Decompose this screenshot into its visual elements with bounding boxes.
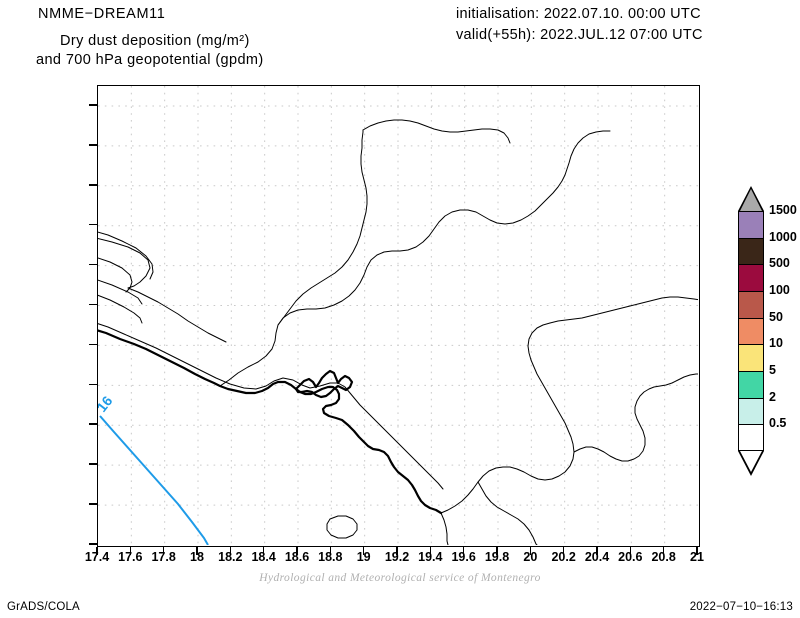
colorbar-band[interactable] [738, 211, 764, 238]
map-canvas: 16 [98, 86, 699, 546]
latitude-tick-mark [89, 263, 97, 266]
longitude-tick-mark [262, 547, 265, 555]
geopotential-contour-line [99, 415, 209, 545]
longitude-tick-label: 18.8 [318, 550, 343, 564]
longitude-tick-mark [496, 547, 498, 555]
colorbar-band[interactable] [738, 291, 764, 318]
longitude-tick-label: 21 [690, 550, 704, 564]
colorbar-band[interactable] [738, 344, 764, 371]
latitude-tick-mark [89, 463, 97, 465]
model-name-label: NMME−DREAM11 [38, 6, 166, 22]
longitude-tick-mark [396, 547, 398, 555]
latitude-tick-mark [89, 104, 97, 106]
longitude-tick-mark [329, 547, 332, 555]
map-gridlines [98, 86, 698, 545]
longitude-tick-mark [362, 547, 365, 555]
latitude-tick-mark [89, 144, 97, 146]
latitude-tick-mark [89, 383, 97, 386]
longitude-tick-mark [629, 547, 632, 555]
colorbar-band[interactable] [738, 397, 764, 425]
chart-title-line-1: Dry dust deposition (mg/m²) [60, 33, 250, 49]
longitude-tick-label: 18.2 [218, 550, 243, 564]
longitude-tick-mark [96, 547, 98, 555]
colorbar-top-arrow-fill [739, 189, 762, 211]
map-plot-area[interactable]: 16 [97, 85, 700, 547]
longitude-tick-mark [462, 547, 465, 555]
longitude-tick-label: 20.4 [584, 550, 610, 564]
latitude-tick-mark [89, 183, 97, 186]
colorbar-bands[interactable] [738, 211, 764, 451]
longitude-tick-label: 18 [190, 550, 204, 564]
longitude-tick-mark [529, 547, 532, 555]
longitude-tick-label: 18.6 [284, 550, 310, 564]
longitude-tick-label: 19 [356, 550, 371, 564]
colorbar-tick-label: 10 [769, 336, 783, 351]
latitude-tick-mark [89, 423, 97, 426]
longitude-tick-label: 19.2 [384, 550, 410, 564]
colorbar-tick-label: 50 [769, 309, 783, 324]
grads-attribution: GrADS/COLA [7, 601, 80, 613]
longitude-tick-mark [662, 547, 665, 555]
longitude-tick-mark [696, 547, 698, 555]
colorbar-bottom-arrow-fill [739, 451, 762, 472]
colorbar-tick-label: 500 [769, 256, 790, 271]
longitude-tick-mark [296, 547, 298, 555]
longitude-tick-mark [162, 547, 165, 555]
colorbar-legend[interactable]: 0.5 2 5 10 50 100 500 1000 1500 [738, 186, 800, 476]
longitude-tick-label: 19.4 [418, 550, 443, 564]
generation-timestamp: 2022−07−10−16:13 [689, 601, 793, 613]
longitude-tick-label: 17.6 [118, 550, 143, 564]
map-coastlines-and-borders [98, 119, 698, 545]
longitude-tick-mark [129, 547, 132, 555]
chart-title-line-2: and 700 hPa geopotential (gpdm) [36, 52, 264, 68]
colorbar-band[interactable] [738, 371, 764, 398]
colorbar-band[interactable] [738, 237, 764, 265]
latitude-tick-mark [89, 223, 97, 226]
colorbar-band[interactable] [738, 264, 764, 291]
longitude-tick-label: 20.2 [551, 550, 576, 564]
longitude-tick-label: 19.6 [451, 550, 476, 564]
valid-time-label: valid(+55h): 2022.JUL.12 07:00 UTC [456, 27, 703, 43]
longitude-tick-label: 20.8 [651, 550, 676, 564]
latitude-tick-mark [89, 303, 97, 306]
longitude-tick-mark [429, 547, 432, 555]
longitude-tick-label: 20 [523, 550, 538, 564]
colorbar-tick-label: 0.5 [769, 416, 787, 431]
credit-line: Hydrological and Meteorological service … [259, 572, 541, 584]
longitude-tick-mark [596, 547, 598, 555]
colorbar-tick-label: 100 [769, 283, 790, 297]
colorbar-tick-label: 2 [769, 389, 776, 404]
colorbar-tick-label: 1500 [769, 203, 797, 217]
latitude-tick-mark [89, 343, 97, 346]
initialisation-label: initialisation: 2022.07.10. 00:00 UTC [456, 6, 701, 22]
latitude-tick-mark [89, 503, 97, 505]
colorbar-tick-label: 5 [769, 363, 776, 377]
longitude-tick-mark [196, 547, 198, 555]
longitude-tick-mark [562, 547, 565, 555]
longitude-tick-label: 20.6 [618, 550, 643, 564]
latitude-tick-mark [89, 543, 97, 545]
colorbar-band[interactable] [738, 317, 764, 345]
colorbar-tick-label: 1000 [769, 229, 797, 244]
longitude-tick-label: 19.8 [484, 550, 510, 564]
colorbar-band[interactable] [738, 424, 764, 451]
longitude-tick-label: 17.4 [84, 550, 110, 564]
longitude-tick-mark [229, 547, 232, 555]
longitude-tick-label: 18.4 [251, 550, 276, 564]
map-geography-svg: 16 [98, 86, 698, 545]
longitude-tick-label: 17.8 [151, 550, 176, 564]
latitude-axis: 41.4N41.6N41.8N42N42.2N42.4N42.6N42.8N43… [0, 0, 100, 618]
